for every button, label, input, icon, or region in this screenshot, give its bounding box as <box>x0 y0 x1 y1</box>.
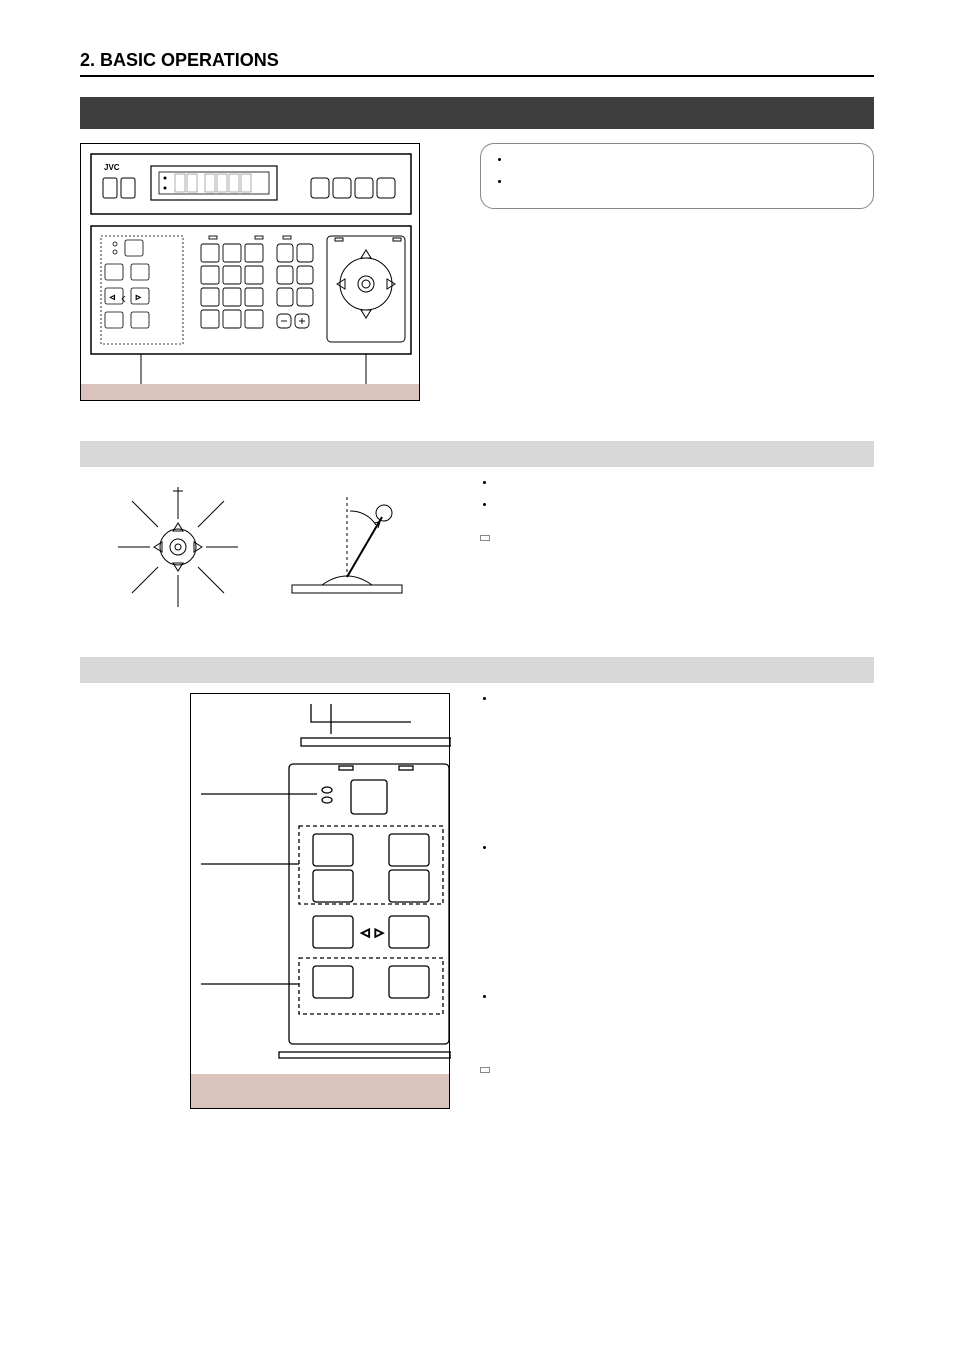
svg-text:▷: ▷ <box>375 927 384 939</box>
note-item <box>511 176 859 188</box>
row-closeup: ◁ ▷ <box>80 693 874 1109</box>
row-joystick-explain <box>80 477 874 617</box>
bullet-list <box>480 477 874 511</box>
bullet-item <box>496 499 874 511</box>
bullet-item <box>496 991 874 1003</box>
memo-label <box>480 1067 490 1073</box>
svg-text:▷: ▷ <box>136 295 141 301</box>
note-box <box>480 143 874 209</box>
row-device-notes: JVC <box>80 143 874 401</box>
device-footer-strip <box>81 384 419 400</box>
closeup-illustration: ◁ ▷ <box>190 693 450 1109</box>
notes-column <box>480 143 874 401</box>
subsection-heading-bar-3 <box>80 657 874 683</box>
compass-icon <box>108 477 248 617</box>
joystick-text <box>480 477 874 617</box>
device-svg: JVC <box>81 144 421 384</box>
memo-label <box>480 535 490 541</box>
closeup-svg: ◁ ▷ <box>191 694 451 1074</box>
svg-text:◁: ◁ <box>110 295 115 301</box>
bullet-item <box>496 693 874 705</box>
subsection-heading-bar-1 <box>80 97 874 129</box>
svg-text:◁: ◁ <box>361 927 370 939</box>
section-title: 2. BASIC OPERATIONS <box>80 50 874 71</box>
bullet-list <box>480 693 874 1013</box>
bullet-item <box>496 477 874 489</box>
subsection-heading-bar-2 <box>80 441 874 467</box>
note-item <box>511 154 859 166</box>
note-list <box>495 154 859 188</box>
closeup-footer-strip <box>191 1074 449 1108</box>
svg-text:JVC: JVC <box>104 163 120 172</box>
closeup-text <box>480 693 874 1076</box>
closeup-container: ◁ ▷ <box>80 693 450 1109</box>
device-illustration: JVC <box>80 143 420 401</box>
joystick-tilt-icon <box>272 477 422 607</box>
section-rule <box>80 75 874 77</box>
joystick-diagrams <box>80 477 450 617</box>
device-illustration-container: JVC <box>80 143 450 401</box>
bullet-item <box>496 842 874 854</box>
